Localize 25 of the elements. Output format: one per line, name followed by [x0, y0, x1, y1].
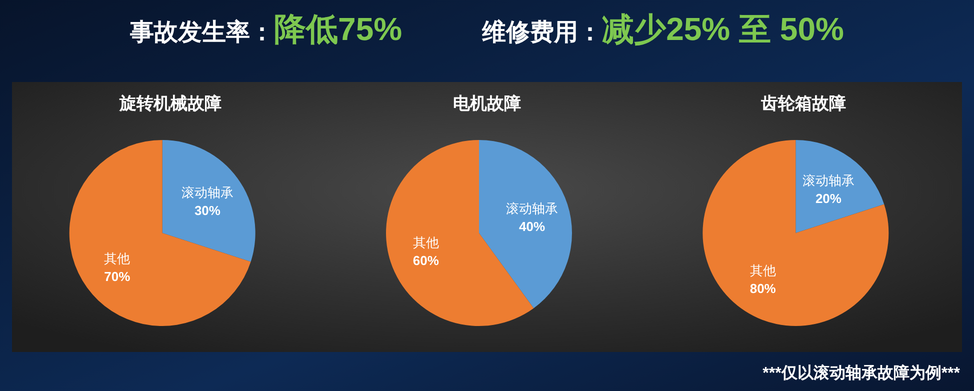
text: ***仅以滚动轴承故障为例*** — [762, 364, 961, 382]
text: 事故发生率： — [129, 19, 274, 46]
text: 维修费用： — [481, 19, 602, 46]
chart-title: 电机故障 — [453, 94, 521, 113]
text: 减少25% 至 50% — [602, 11, 844, 47]
slice-label: 其他 — [104, 250, 130, 266]
slice-label: 其他 — [750, 263, 776, 278]
text: 降低75% — [274, 11, 402, 47]
data-label: 70% — [104, 268, 131, 284]
slice-label: 滚动轴承 — [506, 200, 558, 216]
data-label: 30% — [194, 203, 221, 218]
slice-label: 滚动轴承 — [802, 172, 854, 188]
chart-title: 旋转机械故障 — [118, 94, 222, 113]
pie-slice — [796, 140, 884, 233]
pie-slice — [479, 140, 572, 308]
chart-title: 齿轮箱故障 — [760, 94, 846, 113]
data-label: 80% — [750, 281, 776, 296]
pie-slice — [162, 140, 256, 262]
pie-slice — [69, 140, 251, 326]
slice-label: 其他 — [412, 235, 439, 250]
data-label: 60% — [412, 253, 440, 268]
slice-label: 滚动轴承 — [181, 185, 234, 200]
data-label: 40% — [519, 218, 546, 234]
data-label: 20% — [815, 190, 842, 206]
pie-slice — [702, 140, 889, 326]
